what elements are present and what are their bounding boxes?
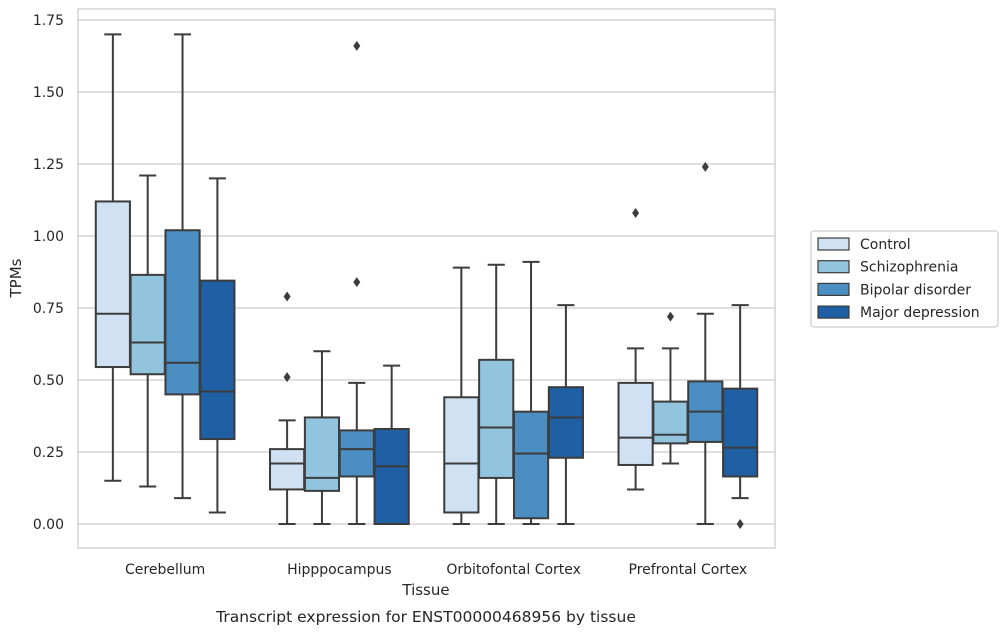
- boxes: [94, 33, 759, 529]
- y-tick-label-3: 0.75: [33, 301, 64, 317]
- box-body: [722, 387, 759, 478]
- box-body: [269, 448, 306, 491]
- legend-frame: [810, 230, 999, 328]
- box-body: [547, 386, 584, 459]
- y-tick-label-4: 1.00: [33, 229, 64, 245]
- outlier-1: [353, 40, 361, 51]
- outlier-0: [283, 372, 291, 383]
- box-2-1: [478, 263, 515, 525]
- box-1-2: [338, 40, 375, 525]
- y-tick-label-7: 1.75: [33, 13, 64, 29]
- box-0-3: [199, 177, 236, 514]
- outlier-0: [666, 311, 674, 322]
- x-tick-label-2: Orbitofontal Cortex: [446, 562, 581, 578]
- legend-label-3: Major depression: [860, 305, 980, 321]
- plot-frame: [77, 8, 776, 549]
- box-0-1: [129, 174, 166, 488]
- legend-swatch-2: [817, 282, 850, 296]
- box-body: [478, 358, 515, 479]
- box-2-3: [547, 304, 584, 525]
- box-body: [512, 410, 550, 520]
- y-axis-title: TPMs: [7, 258, 25, 298]
- x-axis-title: Tissue: [401, 581, 449, 599]
- outlier-0: [353, 277, 361, 288]
- box-body: [129, 273, 166, 376]
- box-3-1: [652, 311, 689, 465]
- outlier-0: [736, 519, 744, 529]
- box-body: [164, 229, 201, 396]
- legend-swatch-1: [817, 260, 850, 274]
- box-body: [199, 279, 236, 441]
- box-1-0: [269, 291, 306, 525]
- outlier-0: [632, 207, 640, 218]
- box-1-3: [373, 364, 410, 525]
- box-body: [373, 427, 410, 525]
- y-tick-label-5: 1.25: [33, 157, 64, 173]
- legend-label-1: Schizophrenia: [860, 260, 958, 276]
- box-body: [443, 396, 480, 514]
- x-tick-label-1: Hipppocampus: [287, 562, 392, 578]
- legend-label-2: Bipolar disorder: [860, 282, 971, 298]
- box-2-0: [443, 266, 480, 525]
- legend-swatch-0: [817, 237, 850, 251]
- legend-swatch-3: [817, 305, 850, 319]
- legend-label-0: Control: [860, 237, 911, 253]
- box-body: [652, 400, 689, 445]
- y-tick-label-2: 0.50: [33, 373, 64, 389]
- box-3-2: [687, 161, 724, 525]
- x-tick-label-3: Prefrontal Cortex: [629, 562, 748, 578]
- y-axis-ticks: 0.00 0.25 0.50 0.75 1.00 1.25 1.50 1.75: [33, 13, 64, 533]
- outlier-0: [701, 161, 709, 172]
- box-1-1: [303, 350, 341, 525]
- figure-caption: Transcript expression for ENST0000046895…: [215, 608, 636, 626]
- y-tick-label-0: 0.00: [33, 517, 64, 533]
- box-body: [303, 416, 341, 492]
- box-0-2: [164, 33, 201, 500]
- y-tick-label-6: 1.50: [33, 85, 64, 101]
- box-3-0: [617, 207, 654, 491]
- outlier-1: [283, 291, 291, 302]
- x-tick-label-0: Cerebellum: [125, 562, 205, 578]
- y-tick-label-1: 0.25: [33, 445, 64, 461]
- box-2-2: [512, 260, 550, 525]
- box-body: [94, 200, 131, 369]
- box-0-0: [94, 33, 131, 482]
- legend: Control Schizophrenia Bipolar disorder Majo…: [810, 230, 999, 328]
- box-3-3: [722, 304, 759, 529]
- x-axis-ticks: Cerebellum Hipppocampus Orbitofontal Corte…: [125, 562, 747, 578]
- box-body: [338, 429, 375, 478]
- box-body: [617, 381, 654, 466]
